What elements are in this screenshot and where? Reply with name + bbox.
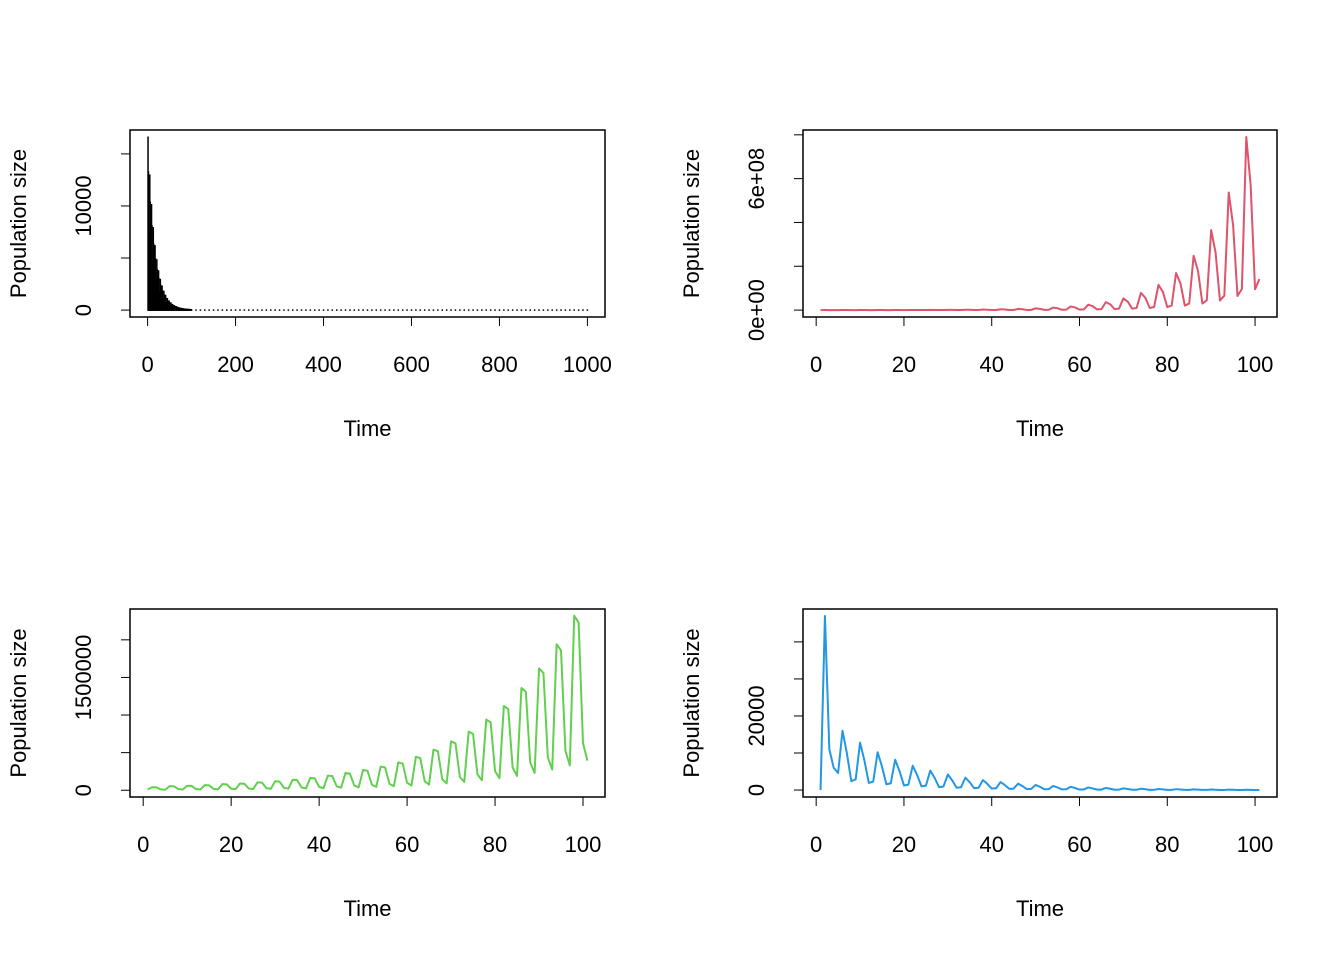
x-axis-title: Time — [343, 416, 391, 441]
x-tick-label: 60 — [1067, 832, 1091, 857]
x-tick-label: 800 — [481, 352, 518, 377]
x-axis-title: Time — [1016, 416, 1064, 441]
y-tick-label: 0 — [744, 784, 769, 796]
y-tick-label: 0 — [71, 784, 96, 796]
x-tick-label: 20 — [892, 832, 916, 857]
y-axis-title: Population size — [6, 149, 31, 298]
y-axis-title: Population size — [679, 628, 704, 777]
x-tick-label: 60 — [1067, 352, 1091, 377]
y-axis-title: Population size — [679, 149, 704, 298]
x-tick-label: 400 — [305, 352, 342, 377]
x-tick-label: 0 — [810, 352, 822, 377]
x-tick-label: 20 — [219, 832, 243, 857]
y-tick-label: 0 — [71, 304, 96, 316]
x-tick-label: 1000 — [563, 352, 612, 377]
x-axis-title: Time — [343, 896, 391, 921]
x-tick-label: 100 — [565, 832, 602, 857]
x-tick-label: 600 — [393, 352, 430, 377]
x-tick-label: 40 — [979, 832, 1003, 857]
x-tick-label: 0 — [810, 832, 822, 857]
y-tick-label: 1500000 — [71, 635, 96, 721]
y-tick-label: 20000 — [744, 685, 769, 746]
plot-frame — [129, 129, 606, 318]
x-tick-label: 100 — [1237, 832, 1274, 857]
y-axis-title: Population size — [6, 628, 31, 777]
x-tick-label: 0 — [141, 352, 153, 377]
series-line — [147, 614, 589, 791]
x-tick-label: 200 — [217, 352, 254, 377]
plot-frame — [802, 129, 1278, 318]
x-tick-label: 100 — [1237, 352, 1274, 377]
x-tick-label: 80 — [1155, 832, 1179, 857]
plot-frame — [129, 608, 606, 798]
x-tick-label: 80 — [1155, 352, 1179, 377]
x-tick-label: 40 — [307, 832, 331, 857]
y-tick-label: 0e+00 — [744, 279, 769, 341]
series-line — [820, 136, 1261, 312]
x-tick-label: 20 — [892, 352, 916, 377]
plot-frame — [802, 608, 1278, 798]
series-line — [819, 614, 1260, 791]
x-tick-label: 80 — [483, 832, 507, 857]
x-tick-label: 40 — [979, 352, 1003, 377]
x-axis-title: Time — [1016, 896, 1064, 921]
y-tick-label: 6e+08 — [744, 148, 769, 210]
y-tick-label: 10000 — [71, 175, 96, 236]
x-tick-label: 60 — [395, 832, 419, 857]
x-tick-label: 0 — [137, 832, 149, 857]
